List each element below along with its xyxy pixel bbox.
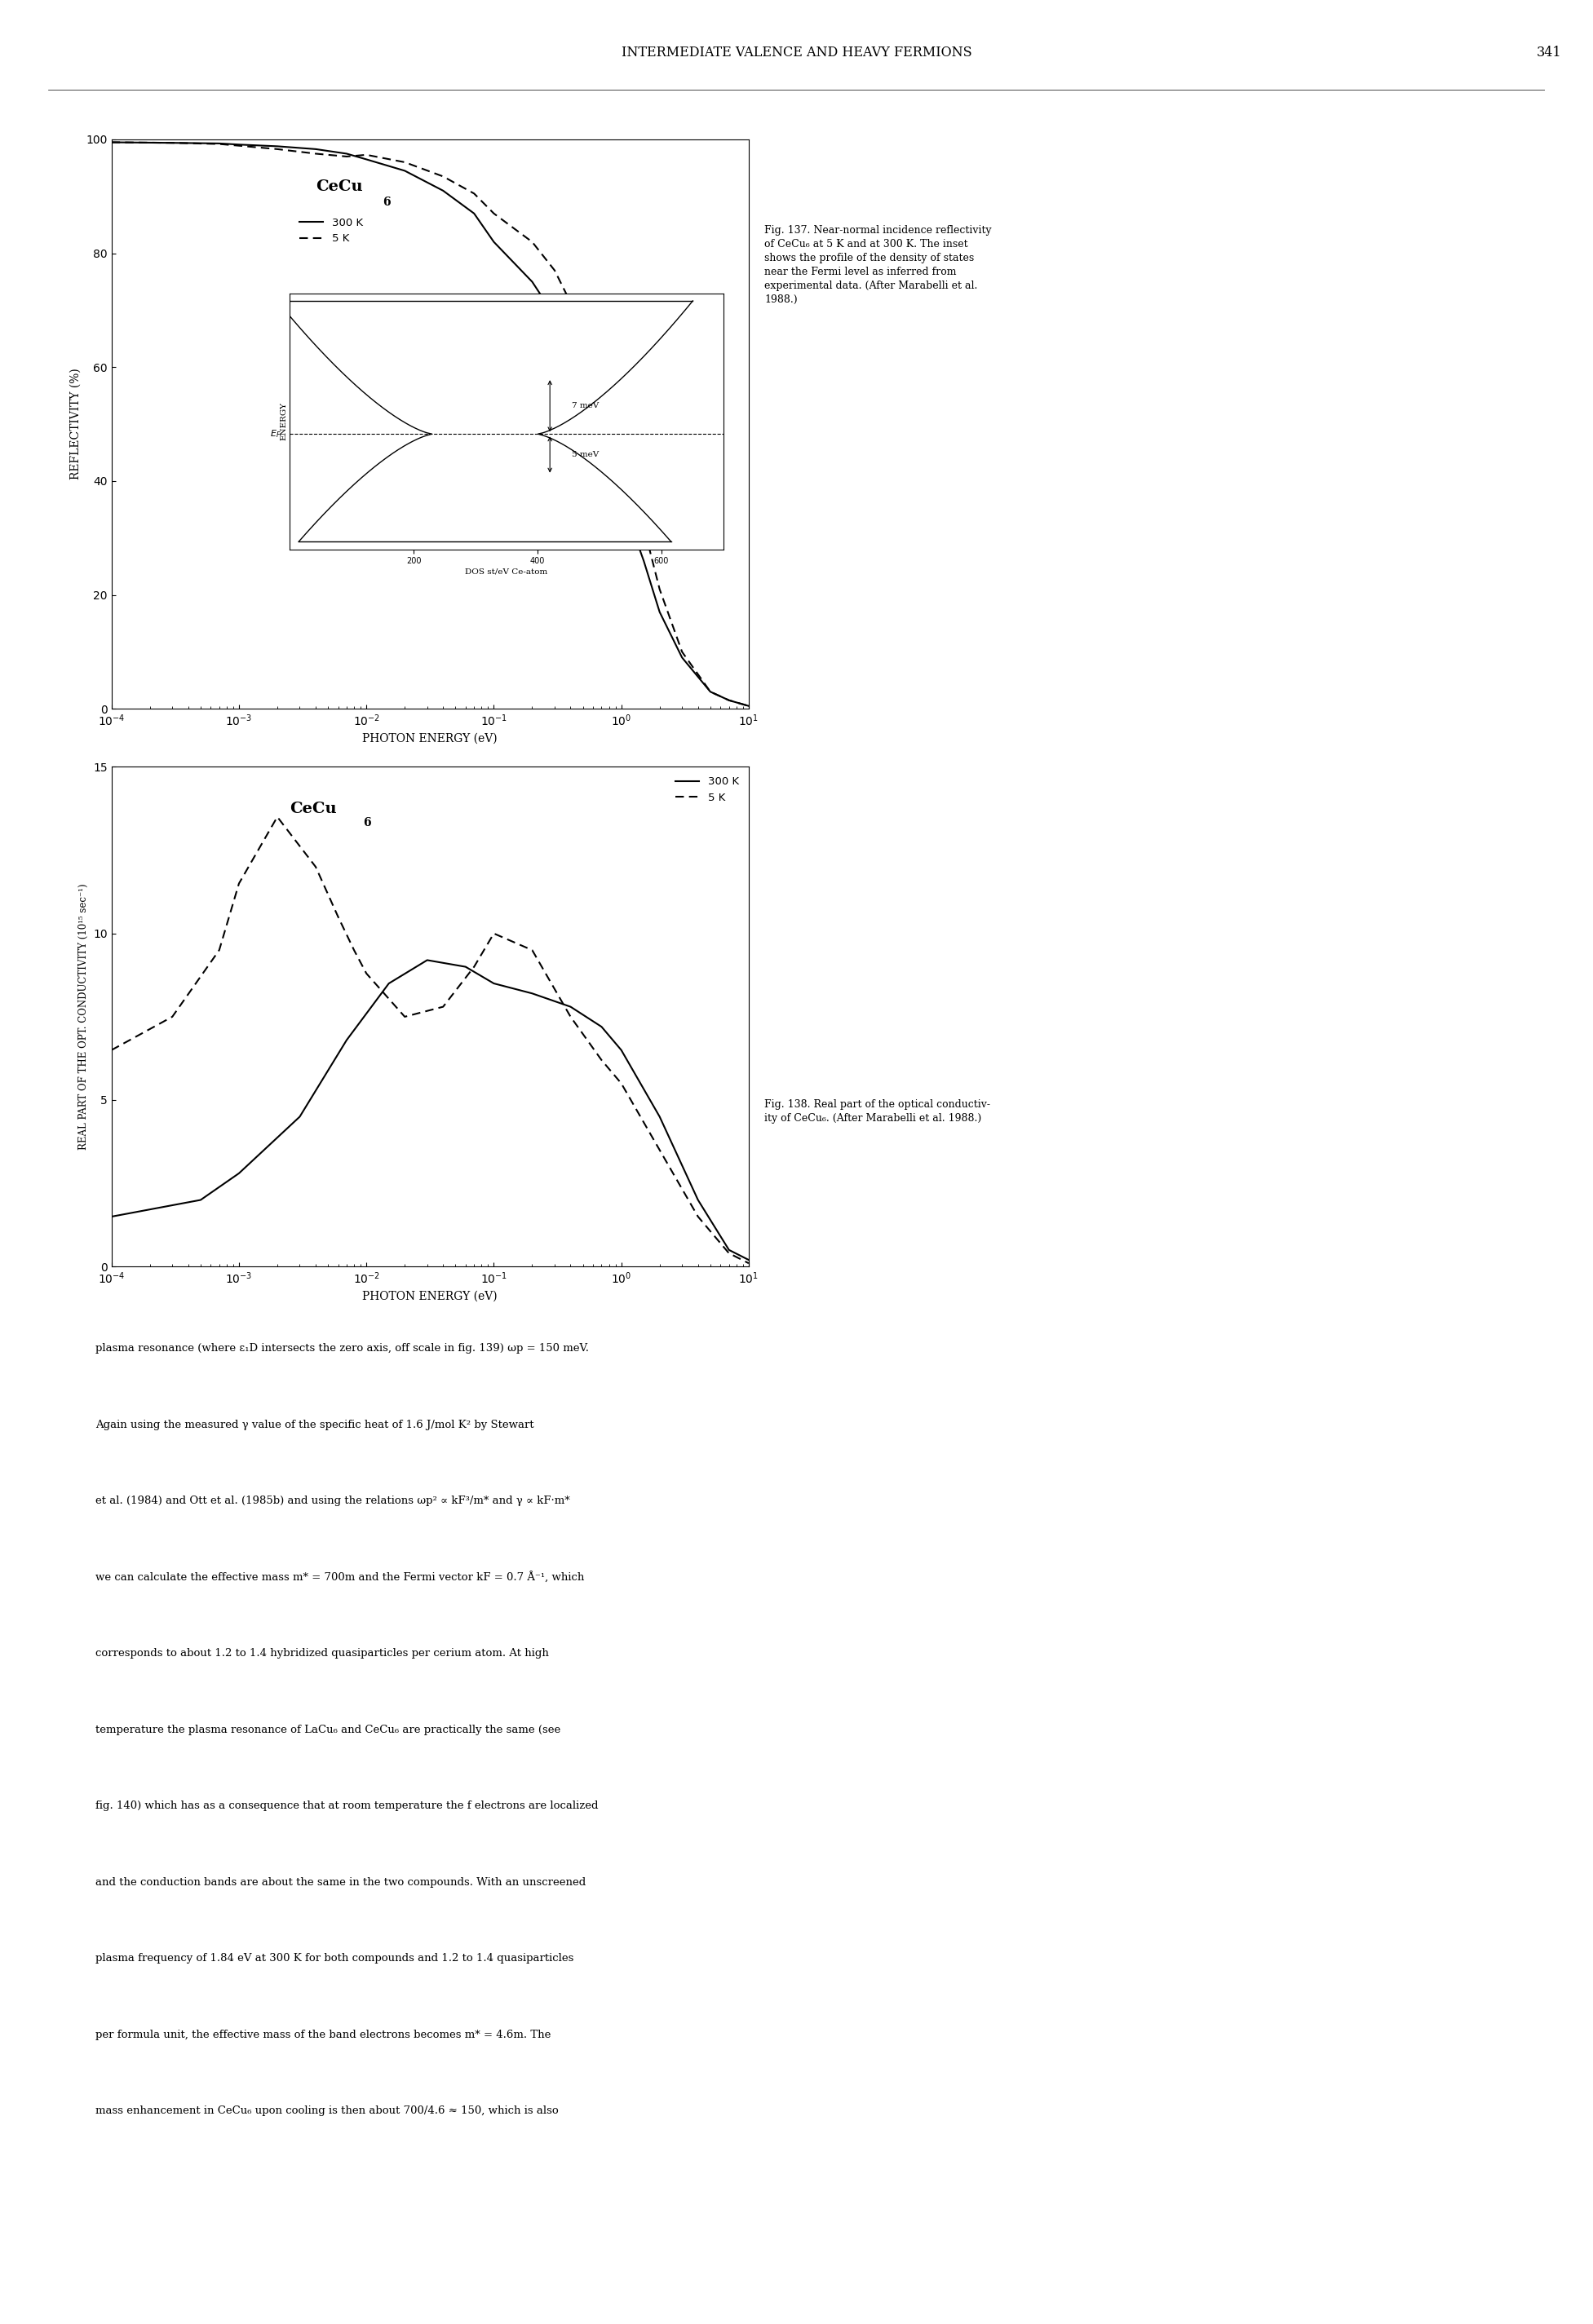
Legend: 300 K, 5 K: 300 K, 5 K	[295, 214, 368, 249]
Text: et al. (1984) and Ott et al. (1985b) and using the relations ωp² ∝ kF³/m* and γ : et al. (1984) and Ott et al. (1985b) and…	[96, 1497, 570, 1506]
Text: fig. 140) which has as a consequence that at room temperature the f electrons ar: fig. 140) which has as a consequence tha…	[96, 1801, 599, 1810]
Text: Fig. 137. Near-normal incidence reflectivity
of CeCu₆ at 5 K and at 300 K. The i: Fig. 137. Near-normal incidence reflecti…	[765, 225, 992, 304]
X-axis label: PHOTON ENERGY (eV): PHOTON ENERGY (eV)	[363, 732, 497, 744]
Text: CeCu: CeCu	[315, 179, 363, 193]
Text: temperature the plasma resonance of LaCu₆ and CeCu₆ are practically the same (se: temperature the plasma resonance of LaCu…	[96, 1724, 561, 1736]
Text: Again using the measured γ value of the specific heat of 1.6 J/mol K² by Stewart: Again using the measured γ value of the …	[96, 1420, 534, 1429]
Legend: 300 K, 5 K: 300 K, 5 K	[671, 772, 744, 806]
Text: per formula unit, the effective mass of the band electrons becomes m* = 4.6m. Th: per formula unit, the effective mass of …	[96, 2029, 551, 2040]
Text: 6: 6	[382, 198, 390, 207]
Text: corresponds to about 1.2 to 1.4 hybridized quasiparticles per cerium atom. At hi: corresponds to about 1.2 to 1.4 hybridiz…	[96, 1648, 550, 1659]
Text: INTERMEDIATE VALENCE AND HEAVY FERMIONS: INTERMEDIATE VALENCE AND HEAVY FERMIONS	[621, 46, 972, 58]
X-axis label: PHOTON ENERGY (eV): PHOTON ENERGY (eV)	[363, 1290, 497, 1301]
Text: plasma frequency of 1.84 eV at 300 K for both compounds and 1.2 to 1.4 quasipart: plasma frequency of 1.84 eV at 300 K for…	[96, 1952, 573, 1964]
Text: 6: 6	[363, 816, 371, 827]
Text: and the conduction bands are about the same in the two compounds. With an unscre: and the conduction bands are about the s…	[96, 1878, 586, 1887]
Text: Fig. 138. Real part of the optical conductiv-
ity of CeCu₆. (After Marabelli et : Fig. 138. Real part of the optical condu…	[765, 1099, 991, 1125]
Y-axis label: REFLECTIVITY (%): REFLECTIVITY (%)	[70, 370, 81, 479]
Text: plasma resonance (where ε₁D intersects the zero axis, off scale in fig. 139) ωp : plasma resonance (where ε₁D intersects t…	[96, 1343, 589, 1355]
Y-axis label: REAL PART OF THE OPT. CONDUCTIVITY (10¹⁵ sec⁻¹): REAL PART OF THE OPT. CONDUCTIVITY (10¹⁵…	[78, 883, 89, 1150]
Text: mass enhancement in CeCu₆ upon cooling is then about 700/4.6 ≈ 150, which is als: mass enhancement in CeCu₆ upon cooling i…	[96, 2106, 559, 2117]
Text: 341: 341	[1536, 46, 1561, 58]
Text: we can calculate the effective mass m* = 700m and the Fermi vector kF = 0.7 Å⁻¹,: we can calculate the effective mass m* =…	[96, 1571, 585, 1583]
Text: CeCu: CeCu	[290, 802, 338, 816]
